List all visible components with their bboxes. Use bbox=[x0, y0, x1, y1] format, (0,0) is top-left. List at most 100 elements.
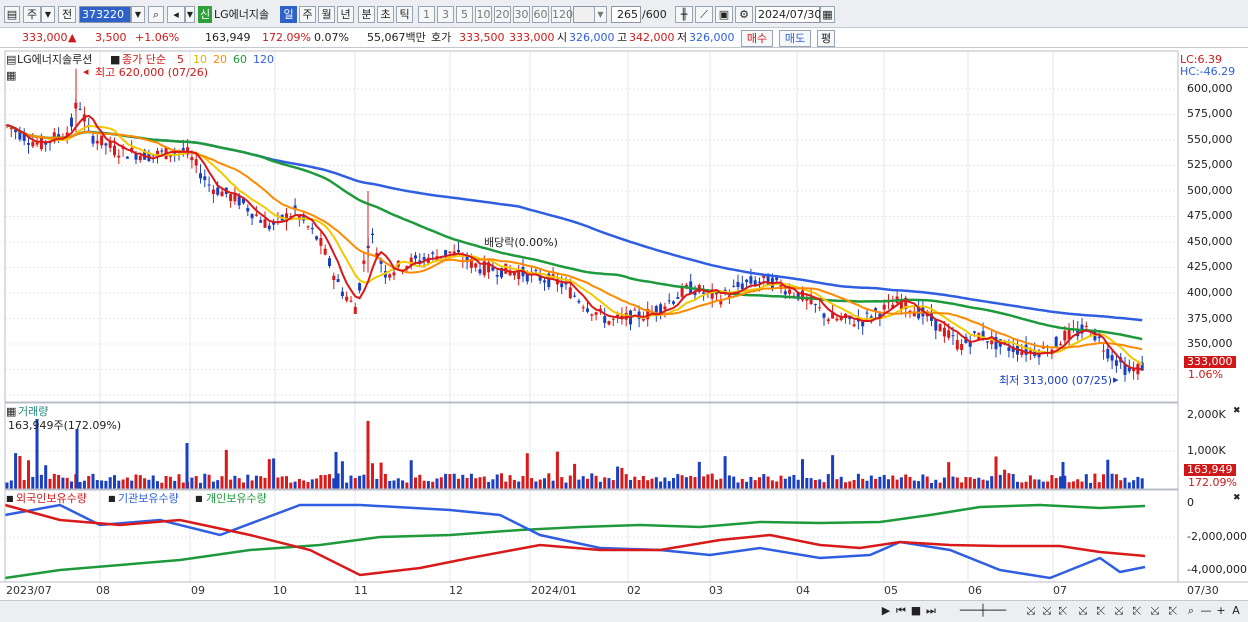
draw-tool-icon[interactable]: ⤪ bbox=[1058, 604, 1068, 617]
candle-icon[interactable]: ╫ bbox=[675, 6, 693, 23]
quote-label: 호가 bbox=[431, 31, 452, 44]
interval-60[interactable]: 60 bbox=[532, 6, 549, 23]
interval-30[interactable]: 30 bbox=[513, 6, 530, 23]
date-input[interactable]: 2024/07/30 bbox=[755, 6, 821, 23]
candle-body bbox=[616, 314, 620, 317]
kind-select[interactable]: 전 bbox=[58, 6, 76, 23]
period-second[interactable]: 초 bbox=[377, 6, 394, 23]
draw-tool-icon[interactable]: ⟋ bbox=[695, 6, 713, 23]
search-icon[interactable]: ⌕ bbox=[148, 6, 164, 23]
text-size-icon[interactable]: A bbox=[1232, 604, 1240, 617]
scroll-right-icon[interactable]: ▶ bbox=[881, 604, 891, 617]
candle-body bbox=[138, 155, 142, 161]
volume-bar bbox=[792, 474, 796, 489]
volume-bar bbox=[689, 475, 693, 489]
interval-20[interactable]: 20 bbox=[494, 6, 511, 23]
volume-bar bbox=[736, 482, 740, 489]
candle-body bbox=[594, 312, 598, 315]
interval-120[interactable]: 120 bbox=[551, 6, 573, 23]
volume-bar bbox=[955, 477, 959, 489]
interval-dropdown-icon[interactable]: ▼ bbox=[594, 6, 607, 23]
volume-bar bbox=[942, 477, 946, 489]
volume-bar bbox=[568, 475, 572, 489]
interval-10[interactable]: 10 bbox=[475, 6, 492, 23]
panel-grid-icon[interactable]: ▦ bbox=[6, 69, 17, 82]
candle-body bbox=[538, 275, 542, 281]
gear-icon[interactable]: ⚙ bbox=[735, 6, 753, 23]
volume-bar bbox=[190, 477, 194, 489]
period-tick[interactable]: 틱 bbox=[396, 6, 413, 23]
calendar-icon[interactable]: ▦ bbox=[820, 6, 835, 23]
volume-bar bbox=[861, 478, 865, 489]
price-axis-label: 525,000 bbox=[1187, 158, 1233, 171]
volume-bar bbox=[1007, 473, 1011, 489]
draw-tool-icon[interactable]: ⤪ bbox=[1096, 604, 1106, 617]
speaker-icon[interactable]: ◂ bbox=[167, 6, 185, 23]
draw-tool-icon[interactable]: ⤪ bbox=[1132, 604, 1142, 617]
interval-5[interactable]: 5 bbox=[456, 6, 473, 23]
draw-tool-icon[interactable]: ⤩ bbox=[1114, 604, 1124, 617]
draw-tool-icon[interactable]: ⤩ bbox=[1150, 604, 1160, 617]
stock-chart[interactable] bbox=[0, 0, 1248, 600]
stop-icon[interactable]: ■ bbox=[910, 604, 922, 617]
draw-tool-icon[interactable]: ⤩ bbox=[1078, 604, 1088, 617]
draw-tool-icon[interactable]: ⤪ bbox=[1168, 604, 1178, 617]
rewind-icon[interactable]: ⏮ bbox=[896, 604, 906, 617]
volume-bar bbox=[500, 473, 503, 489]
candle-body bbox=[465, 255, 469, 263]
candle-body bbox=[633, 309, 637, 311]
period-day[interactable]: 일 bbox=[280, 6, 297, 23]
candle-body bbox=[246, 208, 250, 212]
period-month[interactable]: 월 bbox=[318, 6, 335, 23]
chart-menu-icon[interactable]: ▤ bbox=[4, 6, 20, 23]
candle-body bbox=[801, 290, 804, 301]
volume-bar bbox=[874, 478, 878, 489]
candle-body bbox=[392, 272, 396, 276]
candle-body bbox=[27, 143, 30, 145]
count-input[interactable]: 265 bbox=[611, 6, 641, 23]
interval-1[interactable]: 1 bbox=[418, 6, 435, 23]
candle-body bbox=[551, 274, 555, 277]
market-dropdown-icon[interactable]: ▼ bbox=[41, 6, 55, 23]
close-volume-panel-icon[interactable]: ✖ bbox=[1233, 406, 1241, 416]
interval-3[interactable]: 3 bbox=[437, 6, 454, 23]
market-select[interactable]: 주 bbox=[23, 6, 41, 23]
volume-bar bbox=[517, 481, 521, 489]
x-axis-label: 2023/07 bbox=[6, 584, 52, 597]
volume-bar bbox=[65, 477, 69, 489]
sell-button[interactable]: 매도 bbox=[779, 30, 811, 47]
volume-bar bbox=[508, 475, 512, 489]
volume-bar bbox=[1067, 482, 1071, 489]
speaker-dropdown-icon[interactable]: ▼ bbox=[185, 6, 195, 23]
candle-body bbox=[568, 287, 572, 299]
draw-tool-icon[interactable]: ⤩ bbox=[1042, 604, 1052, 617]
stock-code-input[interactable]: 373220 bbox=[79, 6, 131, 23]
candle-body bbox=[444, 250, 448, 256]
close-holding-panel-icon[interactable]: ✖ bbox=[1233, 493, 1241, 503]
fast-forward-icon[interactable]: ⏭ bbox=[926, 604, 936, 617]
chart-settings-icon[interactable]: ▤ bbox=[6, 53, 17, 66]
zoom-icon[interactable]: ⌕ bbox=[1187, 604, 1195, 617]
draw-tool-icon[interactable]: ⤩ bbox=[1026, 604, 1036, 617]
zoom-slider[interactable]: ───┼─── bbox=[959, 604, 1007, 617]
period-year[interactable]: 년 bbox=[337, 6, 354, 23]
candle-body bbox=[555, 279, 559, 285]
eval-button[interactable]: 평 bbox=[817, 30, 835, 47]
volume-bar bbox=[164, 475, 168, 489]
price-axis-label: 600,000 bbox=[1187, 82, 1233, 95]
candle-body bbox=[745, 279, 749, 283]
plus-icon[interactable]: + bbox=[1216, 604, 1226, 617]
candle-body bbox=[573, 295, 577, 297]
open-price: 326,000 bbox=[569, 31, 615, 44]
ma-20-line bbox=[6, 124, 1143, 351]
save-icon[interactable]: ▣ bbox=[715, 6, 733, 23]
code-dropdown-icon[interactable]: ▼ bbox=[131, 6, 145, 23]
candle-body bbox=[835, 318, 839, 321]
buy-button[interactable]: 매수 bbox=[741, 30, 773, 47]
period-week[interactable]: 주 bbox=[299, 6, 316, 23]
period-minute[interactable]: 분 bbox=[358, 6, 375, 23]
minus-icon[interactable]: — bbox=[1200, 604, 1212, 617]
candle-body bbox=[732, 285, 736, 287]
volume-panel-icon[interactable]: ▦ bbox=[6, 405, 17, 418]
volume-bar bbox=[95, 480, 99, 489]
